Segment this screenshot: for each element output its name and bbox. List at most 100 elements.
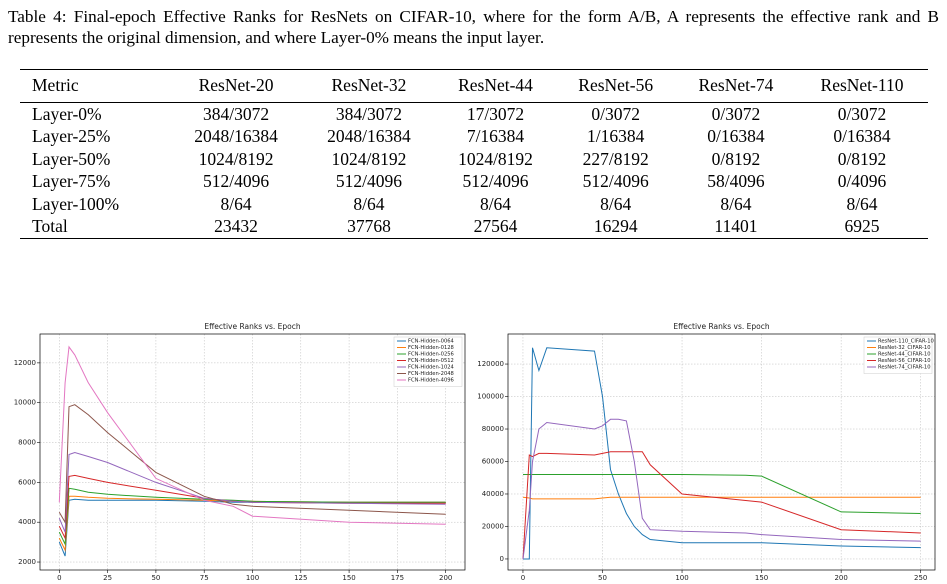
- table-cell: 27564: [435, 215, 556, 239]
- legend-label: FCN-Hidden-0064: [408, 339, 455, 345]
- table-cell: 0/3072: [591, 103, 641, 124]
- x-tick-label: 200: [834, 574, 847, 582]
- x-tick-label: 0: [57, 574, 61, 582]
- table-row: Total 23432 37768 27564 16294 11401 6925: [20, 215, 928, 239]
- table-row: Layer-0% 384/3072 384/3072 17/3072 0/3072 0/3…: [20, 103, 928, 126]
- x-tick-label: 200: [439, 574, 452, 582]
- caption: Table 4: Final-epoch Effective Ranks for…: [8, 7, 939, 47]
- y-tick-label: 20000: [482, 522, 504, 530]
- y-tick-label: 40000: [482, 490, 504, 498]
- y-tick-label: 6000: [18, 478, 36, 486]
- legend-label: ResNet-56_CIFAR-10: [878, 358, 931, 364]
- table-cell: 1024/8192: [331, 148, 407, 169]
- table-cell: 8/64: [479, 193, 512, 214]
- table-cell: 58/4096: [707, 171, 765, 192]
- plot-frame: [39, 333, 466, 571]
- table-cell: 2048/16384: [194, 126, 278, 147]
- table-cell: 8/64: [353, 193, 385, 214]
- table-row: Layer-100% 8/64 8/64 8/64 8/64 8/64 8/64: [20, 193, 928, 216]
- x-tick-label: 0: [521, 574, 525, 582]
- table-cell: Total: [20, 215, 170, 239]
- series-line: [523, 347, 921, 560]
- x-tick-label: 75: [200, 574, 209, 582]
- series-line: [58, 451, 446, 533]
- table-cell: 512/4096: [582, 171, 649, 192]
- series-line: [58, 345, 446, 525]
- table-cell: 512/4096: [335, 171, 402, 192]
- y-tick-label: 4000: [18, 518, 36, 526]
- right-chart: Effective Ranks vs. Epoch 0 20000 40000 6000…: [478, 322, 936, 582]
- table-cell: 0/3072: [711, 103, 761, 124]
- legend-label: ResNet-110_CIFAR-10: [878, 339, 934, 345]
- legend-box: [393, 336, 463, 387]
- table-cell: 1/16384: [587, 126, 645, 147]
- table-row: Layer-50% 1024/8192 1024/8192 1024/8192 227/…: [20, 148, 928, 171]
- header-cell: ResNet-44: [435, 69, 556, 103]
- legend-label: FCN-Hidden-0256: [408, 352, 454, 358]
- table-cell: 512/4096: [202, 171, 270, 192]
- table-cell: 37768: [302, 215, 436, 239]
- table-cell: 17/3072: [466, 103, 525, 124]
- table-cell: 16294: [555, 215, 676, 239]
- legend-label: ResNet-32_CIFAR-10: [878, 345, 931, 351]
- table-row: Layer-75% 512/4096 512/4096 512/4096 512/409…: [20, 171, 928, 194]
- table-cell: 2048/16384: [327, 126, 411, 147]
- table-cell: 8/64: [846, 193, 878, 214]
- series-line: [522, 451, 921, 560]
- x-tick-label: 50: [151, 574, 160, 582]
- x-tick-label: 150: [755, 574, 768, 582]
- y-tick-label: 80000: [482, 425, 504, 433]
- table-cell: 0/8192: [837, 148, 887, 169]
- x-tick-label: 250: [914, 574, 927, 582]
- y-tick-label: 120000: [478, 360, 504, 368]
- table-cell: 8/64: [220, 193, 252, 214]
- y-tick-label: 2000: [18, 558, 36, 566]
- table-cell: 11401: [675, 215, 797, 239]
- header-cell: ResNet-110: [796, 69, 928, 103]
- table-cell: 7/16384: [466, 126, 525, 147]
- y-tick-label: 100000: [478, 393, 504, 401]
- y-tick-label: 10000: [14, 399, 36, 407]
- header-cell: ResNet-32: [302, 69, 436, 103]
- table-cell: 23432: [169, 215, 303, 239]
- legend-label: FCN-Hidden-4096: [408, 378, 454, 384]
- table-cell: 1024/8192: [458, 148, 533, 169]
- legend-label: FCN-Hidden-0512: [408, 358, 454, 364]
- series-line: [58, 404, 446, 524]
- table-cell: Layer-75%: [32, 171, 111, 192]
- y-tick-label: 8000: [18, 439, 36, 447]
- results-table: Metric ResNet-20 ResNet-32 ResNet-44 ResNet-…: [20, 69, 928, 239]
- table-cell: 8/64: [600, 193, 632, 214]
- legend-label: FCN-Hidden-1024: [408, 365, 455, 371]
- chart-title: Effective Ranks vs. Epoch: [673, 322, 769, 331]
- table-cell: 227/8192: [582, 148, 649, 169]
- table-cell: 1024/8192: [198, 148, 274, 169]
- header-cell: Metric: [20, 69, 170, 103]
- table-header: Metric ResNet-20 ResNet-32 ResNet-44 ResNet-…: [20, 69, 928, 103]
- table-cell: 0/16384: [707, 126, 765, 147]
- series-line: [522, 496, 921, 500]
- table-cell: Layer-50%: [32, 148, 111, 169]
- series-line: [58, 487, 446, 546]
- x-tick-label: 100: [246, 574, 259, 582]
- table-cell: Layer-0%: [32, 103, 102, 124]
- table-cell: 0/4096: [837, 171, 887, 192]
- table-cell: 512/4096: [462, 171, 529, 192]
- x-tick-label: 125: [294, 574, 307, 582]
- x-tick-label: 50: [598, 574, 607, 582]
- x-tick-label: 175: [391, 574, 404, 582]
- y-tick-label: 12000: [14, 359, 36, 367]
- x-tick-label: 100: [675, 574, 688, 582]
- series-line: [522, 418, 921, 560]
- legend-label: FCN-Hidden-2048: [408, 371, 454, 377]
- table-cell: 0/16384: [833, 126, 891, 147]
- table-cell: 6925: [796, 215, 928, 239]
- plot-frame: [507, 333, 936, 571]
- header-cell: ResNet-56: [555, 69, 676, 103]
- table-cell: 384/3072: [202, 103, 270, 124]
- table-body: Layer-0% 384/3072 384/3072 17/3072 0/3072 0/3…: [20, 103, 928, 239]
- table-row: Layer-25% 2048/16384 2048/16384 7/16384 1/16…: [20, 126, 928, 149]
- y-tick-label: 60000: [482, 458, 504, 466]
- legend-label: FCN-Hidden-0128: [408, 345, 454, 351]
